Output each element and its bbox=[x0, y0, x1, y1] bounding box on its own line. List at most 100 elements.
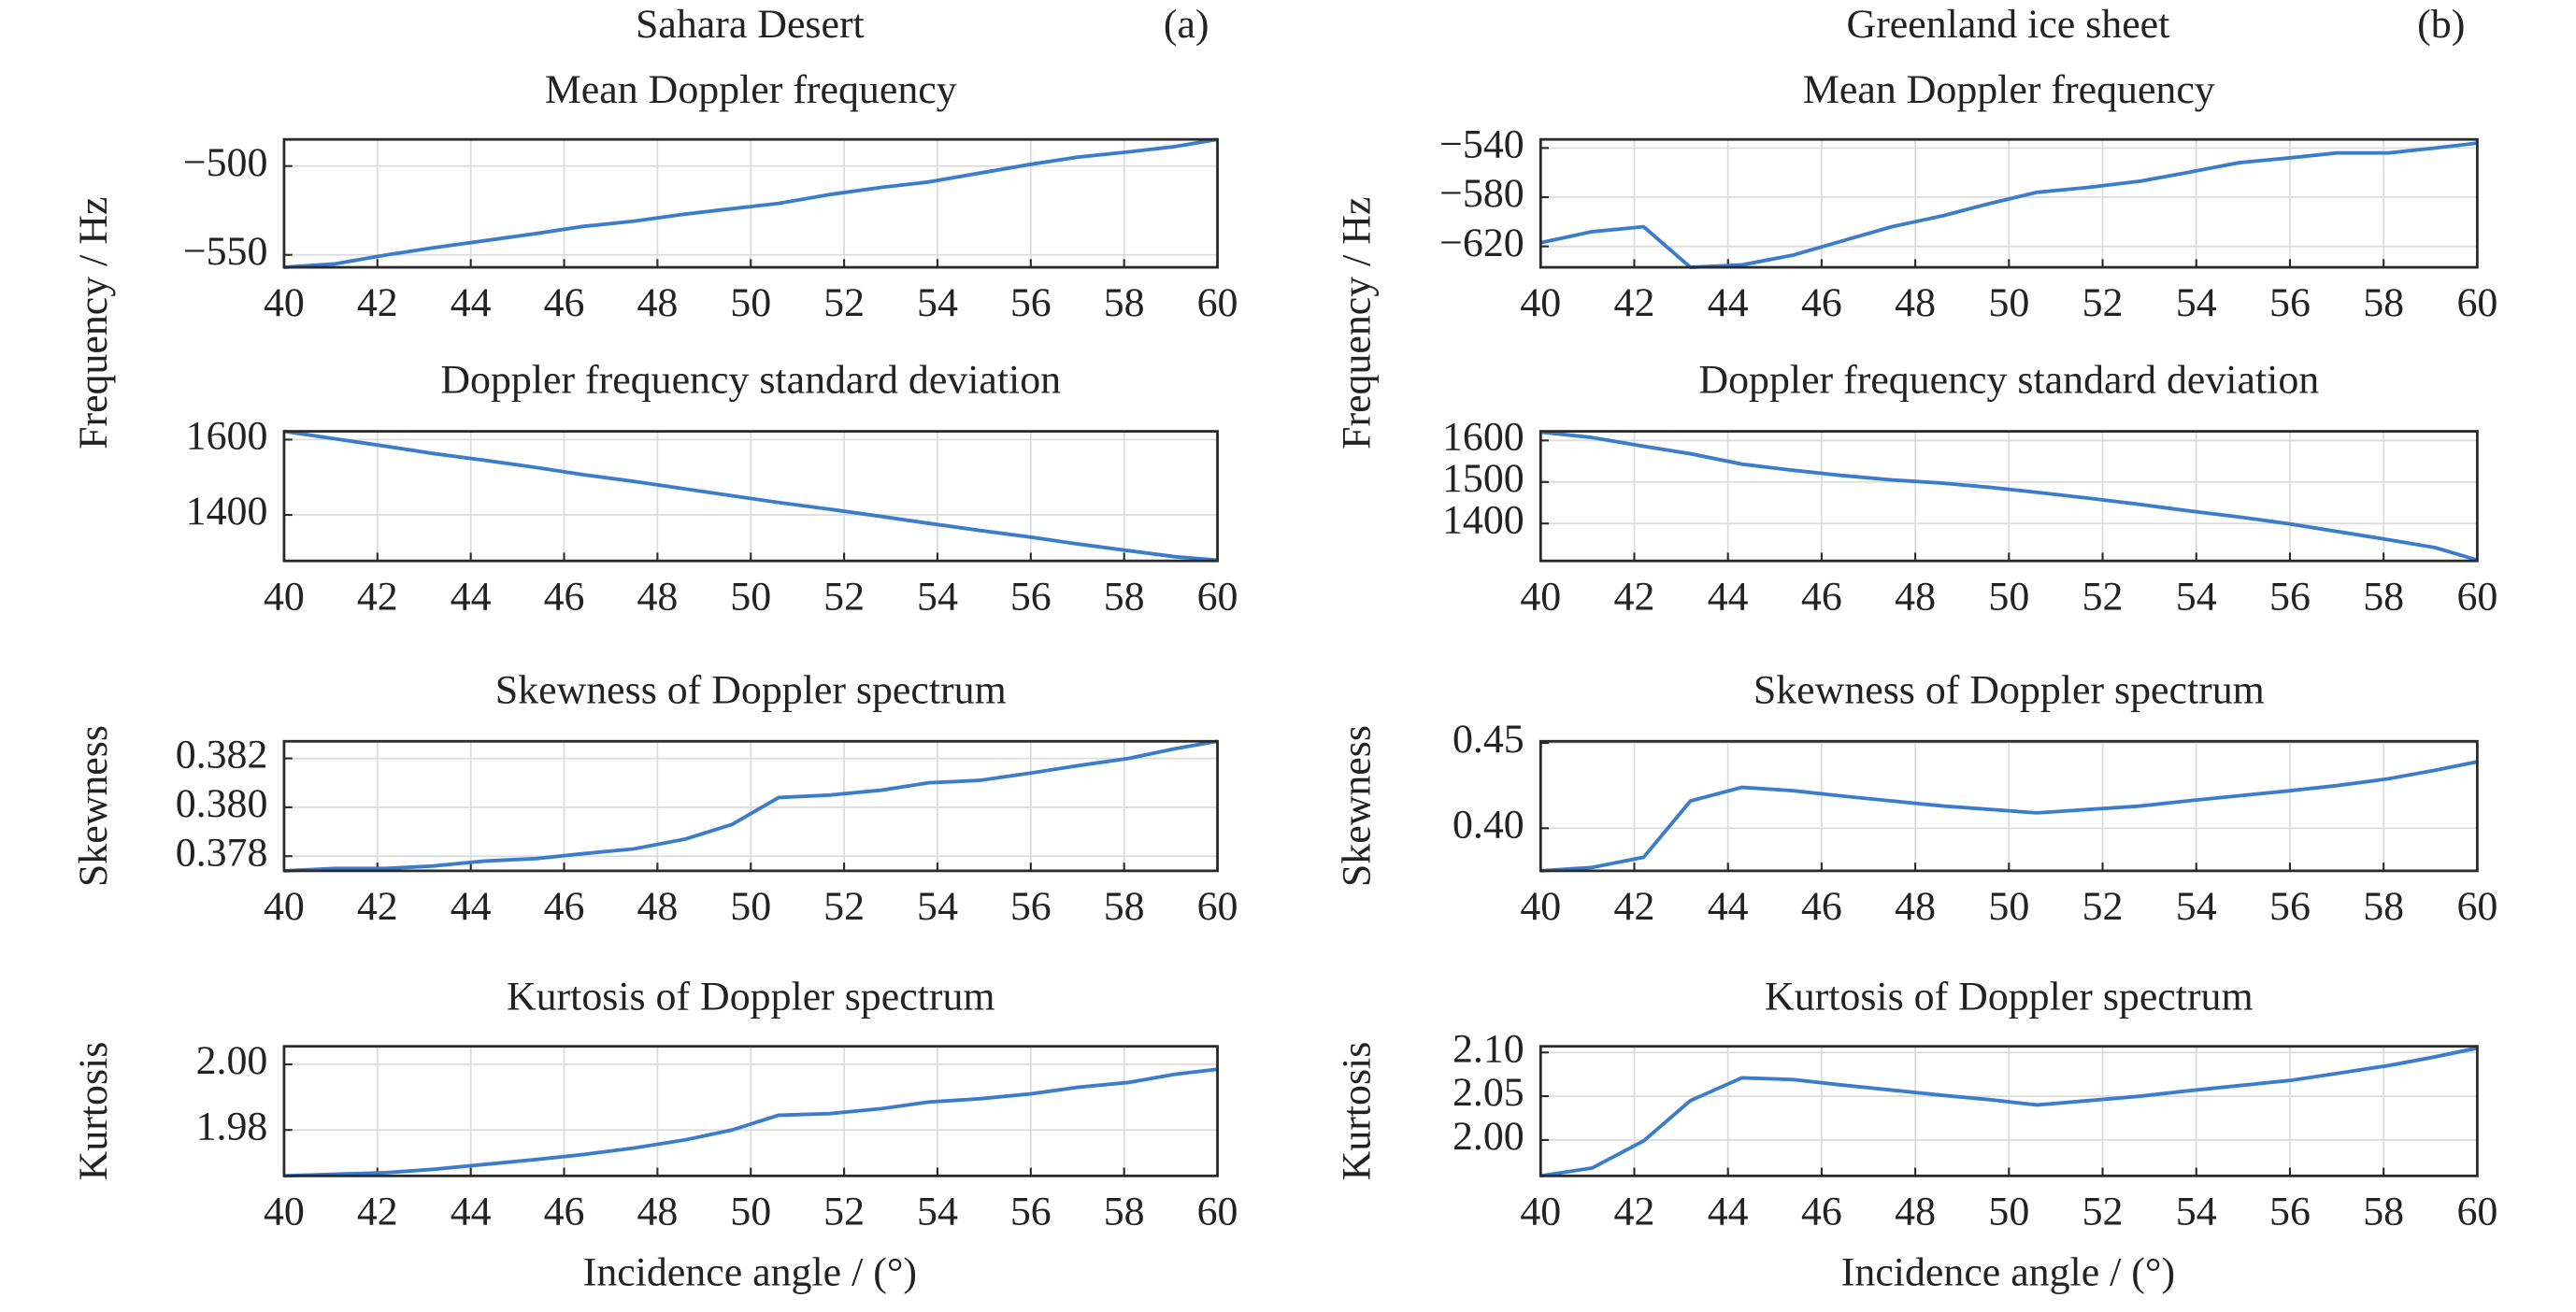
axes-box bbox=[1538, 430, 2479, 563]
x-tick-label: 54 bbox=[917, 280, 958, 325]
chart-title: Doppler frequency standard deviation bbox=[440, 358, 1061, 403]
x-tick-label: 56 bbox=[2269, 884, 2311, 929]
axes-box bbox=[282, 1045, 1219, 1177]
x-tick-label: 40 bbox=[264, 574, 305, 619]
column-title: Sahara Desert bbox=[636, 2, 865, 47]
x-tick-label: 60 bbox=[1197, 280, 1238, 325]
x-tick-label: 54 bbox=[2176, 1190, 2217, 1234]
x-tick-label: 40 bbox=[1520, 280, 1561, 325]
x-tick-label: 56 bbox=[1010, 884, 1052, 929]
data-line bbox=[1540, 430, 2478, 563]
x-tick-label: 50 bbox=[1988, 1190, 2029, 1234]
x-tick-label: 58 bbox=[2363, 884, 2404, 929]
y-tick-label: 1400 bbox=[1442, 497, 1524, 542]
x-tick-label: 60 bbox=[2456, 1190, 2497, 1234]
y-tick-label: 0.45 bbox=[1453, 717, 1524, 762]
x-tick-label: 48 bbox=[637, 1190, 678, 1234]
x-tick-label: 52 bbox=[823, 574, 865, 619]
x-tick-label: 54 bbox=[2176, 884, 2217, 929]
x-tick-label: 44 bbox=[1708, 884, 1749, 929]
data-line bbox=[283, 137, 1218, 269]
y-tick-label: 0.382 bbox=[176, 733, 268, 777]
y-tick-label: −550 bbox=[183, 229, 268, 274]
y-tick-label: −540 bbox=[1439, 121, 1524, 166]
x-tick-label: 52 bbox=[823, 1190, 865, 1234]
x-tick-label: 56 bbox=[2269, 574, 2311, 619]
x-tick-label: 52 bbox=[2082, 1190, 2124, 1234]
x-tick-label: 54 bbox=[917, 574, 958, 619]
x-tick-label: 60 bbox=[1197, 574, 1238, 619]
x-tick-label: 42 bbox=[357, 574, 398, 619]
x-tick-label: 54 bbox=[2176, 280, 2217, 325]
data-line bbox=[283, 1067, 1218, 1178]
x-tick-label: 46 bbox=[1801, 1190, 1842, 1234]
x-tick-label: 48 bbox=[1895, 574, 1936, 619]
x-tick-label: 42 bbox=[357, 1190, 398, 1234]
y-axis-label: Skewness bbox=[71, 725, 116, 887]
x-tick-label: 50 bbox=[730, 1190, 771, 1234]
x-tick-label: 58 bbox=[1104, 280, 1145, 325]
x-tick-label: 54 bbox=[917, 884, 958, 929]
x-tick-label: 40 bbox=[264, 884, 305, 929]
x-tick-label: 58 bbox=[1104, 574, 1145, 619]
x-tick-label: 54 bbox=[917, 1190, 958, 1234]
x-tick-label: 50 bbox=[730, 280, 771, 325]
chart-title: Kurtosis of Doppler spectrum bbox=[507, 975, 995, 1020]
x-tick-label: 48 bbox=[637, 280, 678, 325]
data-line bbox=[1540, 1046, 2478, 1178]
x-tick-label: 42 bbox=[1614, 884, 1655, 929]
chart-title: Kurtosis of Doppler spectrum bbox=[1765, 975, 2254, 1020]
x-tick-label: 56 bbox=[2269, 280, 2311, 325]
x-tick-label: 50 bbox=[1988, 574, 2029, 619]
y-tick-label: −620 bbox=[1439, 221, 1524, 265]
x-tick-label: 60 bbox=[2456, 280, 2497, 325]
x-tick-label: 48 bbox=[637, 884, 678, 929]
data-line bbox=[283, 739, 1218, 873]
chart-title: Mean Doppler frequency bbox=[1803, 67, 2215, 112]
x-tick-label: 56 bbox=[1010, 1190, 1052, 1234]
y-tick-label: 2.05 bbox=[1453, 1070, 1524, 1115]
x-tick-label: 60 bbox=[1197, 1190, 1238, 1234]
x-tick-label: 50 bbox=[1988, 280, 2029, 325]
x-tick-label: 58 bbox=[1104, 884, 1145, 929]
x-tick-label: 58 bbox=[2363, 1190, 2404, 1234]
y-tick-label: 1500 bbox=[1442, 456, 1524, 501]
axes-box bbox=[282, 137, 1219, 269]
x-tick-label: 50 bbox=[1988, 884, 2029, 929]
y-tick-label: 1600 bbox=[186, 413, 268, 458]
axes-box bbox=[1538, 739, 2479, 873]
x-tick-label: 44 bbox=[451, 574, 492, 619]
axes-box bbox=[282, 739, 1219, 873]
x-tick-label: 48 bbox=[637, 574, 678, 619]
x-tick-label: 52 bbox=[2082, 280, 2124, 325]
x-tick-label: 44 bbox=[1708, 574, 1749, 619]
x-tick-label: 44 bbox=[451, 280, 492, 325]
x-tick-label: 52 bbox=[823, 884, 865, 929]
x-axis-label: Incidence angle / (°) bbox=[583, 1249, 917, 1294]
x-tick-label: 46 bbox=[544, 884, 585, 929]
y-tick-label: 0.40 bbox=[1453, 802, 1524, 847]
panel-tag: (a) bbox=[1164, 2, 1209, 47]
x-tick-label: 46 bbox=[544, 1190, 585, 1234]
x-tick-label: 58 bbox=[2363, 280, 2404, 325]
x-tick-label: 44 bbox=[1708, 1190, 1749, 1234]
x-tick-label: 46 bbox=[544, 574, 585, 619]
x-tick-label: 56 bbox=[1010, 574, 1052, 619]
panel-tag: (b) bbox=[2417, 2, 2465, 47]
chart-title: Skewness of Doppler spectrum bbox=[495, 667, 1007, 712]
x-tick-label: 60 bbox=[2456, 574, 2497, 619]
x-tick-label: 46 bbox=[1801, 574, 1842, 619]
x-tick-label: 44 bbox=[451, 1190, 492, 1234]
y-axis-label: Frequency / Hz bbox=[1334, 197, 1379, 449]
x-tick-label: 42 bbox=[357, 280, 398, 325]
x-tick-label: 60 bbox=[2456, 884, 2497, 929]
x-tick-label: 40 bbox=[1520, 574, 1561, 619]
chart-title: Skewness of Doppler spectrum bbox=[1753, 667, 2265, 712]
x-tick-label: 46 bbox=[1801, 280, 1842, 325]
axes-box bbox=[1538, 1045, 2479, 1177]
y-tick-label: 2.00 bbox=[1453, 1114, 1524, 1159]
x-tick-label: 42 bbox=[1614, 1190, 1655, 1234]
x-tick-label: 50 bbox=[730, 884, 771, 929]
y-axis-label: Kurtosis bbox=[71, 1042, 116, 1181]
x-axis-label: Incidence angle / (°) bbox=[1841, 1249, 2175, 1294]
